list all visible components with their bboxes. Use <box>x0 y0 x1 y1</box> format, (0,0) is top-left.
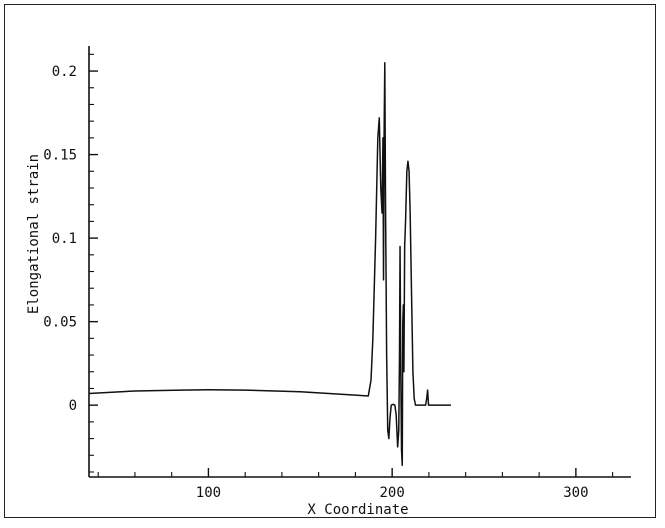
x-tick-label: 100 <box>196 485 221 501</box>
series-group <box>88 61 451 467</box>
strain-series-line <box>88 61 451 467</box>
x-tick-label: 300 <box>563 485 588 501</box>
y-axis-title: Elongational strain <box>26 154 42 314</box>
y-tick-label: 0.2 <box>52 64 77 80</box>
y-tick-label: 0.15 <box>43 148 77 164</box>
ticks <box>89 53 614 477</box>
tick-labels: 0 0.05 0.1 0.15 0.2 100 200 300 <box>43 64 588 501</box>
x-axis-title: X Coordinate <box>307 502 408 518</box>
y-tick-label: 0.05 <box>43 315 77 331</box>
x-tick-label: 200 <box>380 485 405 501</box>
y-tick-label: 0.1 <box>52 231 77 247</box>
chart-frame <box>4 4 656 518</box>
axes <box>88 46 631 478</box>
y-tick-label: 0 <box>69 398 77 414</box>
